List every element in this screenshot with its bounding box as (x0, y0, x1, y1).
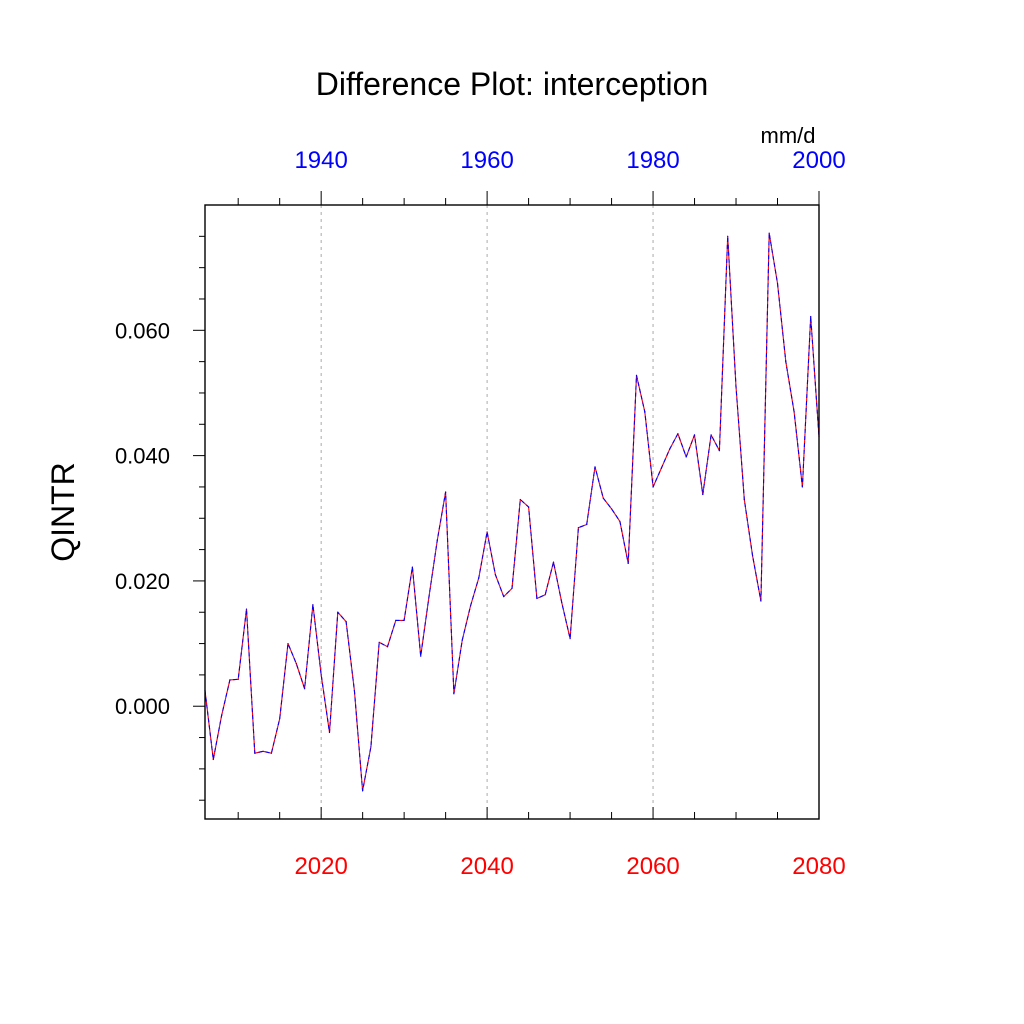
x-tick-label-bottom: 2080 (792, 853, 845, 880)
data-point (420, 655, 422, 657)
data-point (411, 566, 413, 568)
data-point (295, 663, 297, 665)
data-point (752, 555, 754, 557)
data-point (768, 232, 770, 234)
data-point (528, 506, 530, 508)
x-tick-label-top: 1960 (460, 147, 513, 174)
units-label: mm/d (761, 123, 816, 148)
data-point (270, 752, 272, 754)
data-point (287, 643, 289, 645)
data-point (486, 531, 488, 533)
data-point (511, 587, 513, 590)
data-point (586, 523, 588, 526)
data-point (569, 638, 571, 640)
data-point (718, 450, 721, 452)
data-point (337, 611, 339, 613)
series-line-red (204, 232, 820, 792)
x-tick-label-bottom: 2020 (294, 853, 347, 880)
data-point (362, 790, 364, 792)
data-point (378, 641, 380, 643)
data-point (577, 527, 580, 529)
x-tick-labels-bottom: 2020 2040 2060 2080 (294, 853, 845, 880)
y-tick-label: 0.020 (115, 569, 170, 594)
series (204, 232, 820, 792)
x-tick-label-bottom: 2060 (626, 853, 679, 880)
data-point (478, 577, 480, 579)
x-tick-label-top: 1980 (626, 147, 679, 174)
data-point (644, 411, 646, 413)
data-point (785, 361, 787, 363)
data-point (619, 520, 621, 523)
data-point (561, 602, 563, 604)
data-point (494, 574, 496, 576)
data-point (245, 608, 248, 610)
data-point (544, 594, 546, 596)
data-point (627, 562, 629, 565)
data-point (810, 315, 812, 318)
major-ticks (193, 191, 820, 819)
data-point (677, 433, 679, 435)
data-point (594, 466, 596, 468)
data-point (345, 621, 347, 623)
chart-title: Difference Plot: interception (316, 66, 709, 102)
data-point (320, 674, 322, 676)
data-point (611, 508, 613, 510)
data-point (403, 619, 405, 622)
data-point (793, 411, 795, 413)
data-point (669, 448, 671, 450)
data-point (710, 434, 712, 436)
series-line-blue (204, 232, 820, 792)
data-point (702, 493, 704, 496)
y-tick-label: 0.060 (115, 318, 170, 343)
data-point (328, 731, 331, 734)
data-point (469, 605, 472, 607)
data-point (776, 282, 779, 284)
data-point (652, 486, 654, 488)
data-point (461, 639, 463, 642)
data-point (503, 596, 505, 598)
data-point (660, 467, 663, 469)
data-point (727, 235, 729, 237)
data-point (735, 386, 737, 388)
data-point (602, 497, 604, 499)
data-point (685, 456, 687, 458)
gridlines (320, 205, 654, 819)
data-point (801, 486, 804, 488)
minor-ticks (199, 198, 779, 819)
x-tick-label-bottom: 2040 (460, 853, 513, 880)
plot-frame (204, 204, 820, 820)
y-tick-label: 0.040 (115, 444, 170, 469)
data-point (693, 434, 696, 436)
data-point (353, 690, 355, 692)
data-point (254, 752, 256, 754)
x-tick-label-top: 2000 (792, 147, 845, 174)
x-tick-labels-top: 1940 1960 1980 2000 (294, 147, 845, 174)
x-tick-label-top: 1940 (294, 147, 347, 174)
data-point (743, 498, 745, 501)
data-point (262, 750, 264, 752)
data-point (304, 688, 306, 690)
data-point (386, 646, 389, 648)
data-point (445, 491, 447, 493)
data-point (635, 374, 638, 376)
data-point (237, 678, 239, 680)
data-point (760, 600, 762, 602)
data-point (212, 758, 214, 761)
y-axis-label: QINTR (45, 462, 81, 562)
data-point (395, 619, 397, 622)
y-tick-label: 0.000 (115, 694, 170, 719)
data-point (536, 597, 538, 600)
data-point (453, 693, 455, 695)
data-point (552, 561, 555, 563)
data-point (221, 715, 223, 717)
y-tick-labels: 0.000 0.020 0.040 0.060 (115, 318, 170, 719)
data-point (370, 746, 372, 748)
data-point (279, 718, 281, 720)
data-point (436, 539, 438, 541)
data-point (428, 596, 430, 598)
data-point (229, 679, 231, 681)
data-point (519, 498, 521, 501)
data-point (312, 604, 314, 606)
